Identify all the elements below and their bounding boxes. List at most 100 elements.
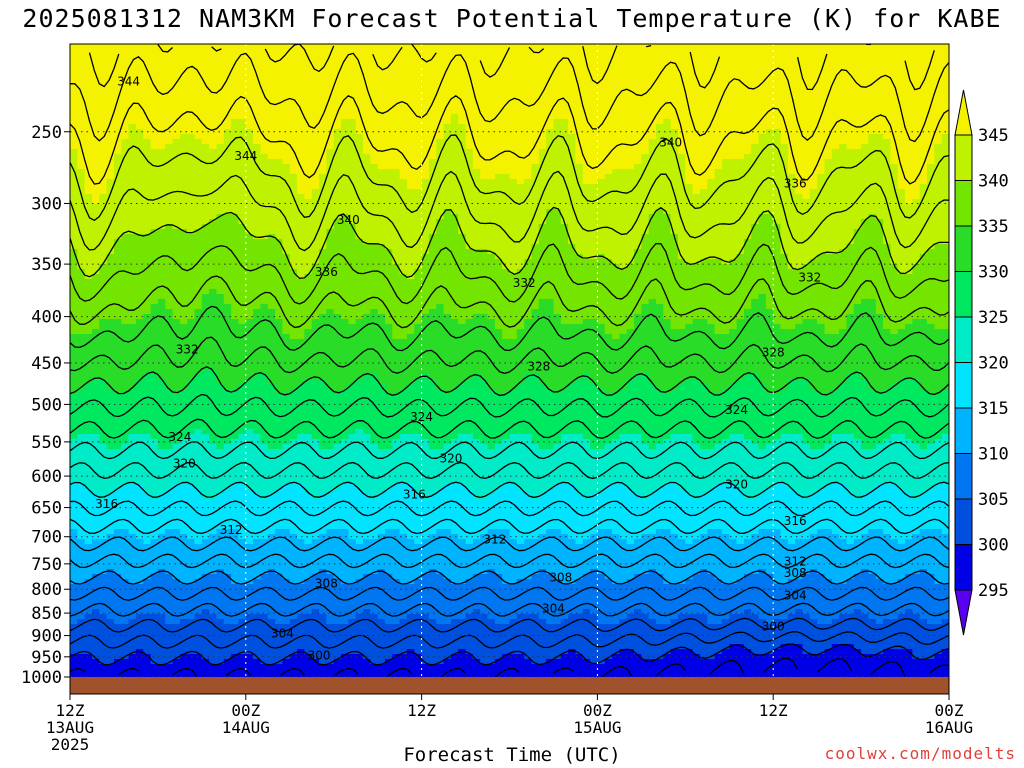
- field-cell: [260, 194, 269, 200]
- field-cell: [128, 269, 137, 275]
- field-cell: [333, 434, 342, 440]
- field-cell: [179, 459, 188, 465]
- field-cell: [99, 479, 108, 485]
- field-cell: [143, 89, 152, 95]
- field-cell: [289, 69, 298, 75]
- field-cell: [304, 229, 313, 235]
- field-cell: [172, 414, 181, 420]
- field-cell: [304, 354, 313, 360]
- field-cell: [143, 99, 152, 105]
- field-cell: [231, 474, 240, 480]
- field-cell: [319, 594, 327, 600]
- field-cell: [84, 459, 93, 465]
- field-cell: [99, 349, 108, 355]
- field-cell: [333, 379, 342, 385]
- field-cell: [231, 239, 240, 245]
- field-cell: [157, 544, 166, 550]
- field-cell: [172, 269, 181, 275]
- field-cell: [92, 604, 100, 610]
- field-cell: [326, 664, 335, 670]
- field-cell: [245, 289, 254, 295]
- field-cell: [289, 314, 298, 320]
- field-cell: [223, 254, 232, 260]
- field-cell: [172, 379, 181, 385]
- field-cell: [99, 239, 108, 245]
- field-cell: [209, 349, 218, 355]
- field-cell: [231, 49, 240, 55]
- field-cell: [92, 224, 100, 230]
- field-cell: [304, 654, 313, 660]
- field-cell: [341, 229, 349, 235]
- field-cell: [114, 389, 122, 395]
- field-cell: [245, 314, 254, 320]
- field-cell: [311, 359, 320, 365]
- field-cell: [165, 54, 174, 60]
- field-cell: [114, 444, 122, 450]
- field-cell: [216, 494, 225, 500]
- field-cell: [311, 549, 320, 555]
- field-cell: [77, 284, 86, 290]
- field-cell: [84, 384, 93, 390]
- field-cell: [114, 614, 122, 620]
- field-cell: [319, 334, 327, 340]
- field-cell: [223, 649, 232, 655]
- field-cell: [216, 469, 225, 475]
- field-cell: [165, 479, 174, 485]
- field-cell: [282, 404, 291, 410]
- field-cell: [165, 169, 174, 175]
- field-cell: [92, 504, 100, 510]
- field-cell: [106, 589, 115, 595]
- field-cell: [99, 194, 108, 200]
- field-cell: [253, 254, 261, 260]
- field-cell: [289, 224, 298, 230]
- field-cell: [319, 354, 327, 360]
- field-cell: [128, 254, 137, 260]
- field-cell: [150, 614, 159, 620]
- field-cell: [216, 114, 225, 120]
- field-cell: [77, 474, 86, 480]
- field-cell: [238, 54, 247, 60]
- field-cell: [304, 364, 313, 370]
- field-cell: [194, 649, 203, 655]
- field-cell: [165, 239, 174, 245]
- field-cell: [311, 64, 320, 70]
- field-cell: [311, 54, 320, 60]
- field-cell: [289, 239, 298, 245]
- field-cell: [348, 349, 357, 355]
- field-cell: [223, 379, 232, 385]
- field-cell: [289, 514, 298, 520]
- field-cell: [70, 314, 78, 320]
- field-cell: [201, 84, 210, 90]
- field-cell: [106, 414, 115, 420]
- field-cell: [289, 424, 298, 430]
- field-cell: [201, 564, 210, 570]
- field-cell: [114, 139, 122, 145]
- field-cell: [304, 619, 313, 625]
- field-cell: [297, 199, 305, 205]
- field-cell: [231, 374, 240, 380]
- field-cell: [92, 304, 100, 310]
- field-cell: [135, 109, 144, 115]
- field-cell: [223, 429, 232, 435]
- field-cell: [319, 259, 327, 265]
- field-cell: [114, 84, 122, 90]
- field-cell: [348, 454, 357, 460]
- field-cell: [70, 124, 78, 130]
- field-cell: [260, 404, 269, 410]
- field-cell: [355, 64, 364, 70]
- field-cell: [128, 499, 137, 505]
- field-cell: [326, 204, 335, 210]
- field-cell: [319, 489, 327, 495]
- field-cell: [223, 294, 232, 300]
- field-cell: [245, 404, 254, 410]
- field-cell: [143, 279, 152, 285]
- field-cell: [326, 484, 335, 490]
- field-cell: [282, 364, 291, 370]
- field-cell: [194, 629, 203, 635]
- field-cell: [311, 379, 320, 385]
- field-cell: [165, 64, 174, 70]
- field-cell: [304, 344, 313, 350]
- field-cell: [121, 514, 130, 520]
- field-cell: [114, 604, 122, 610]
- field-cell: [121, 419, 130, 425]
